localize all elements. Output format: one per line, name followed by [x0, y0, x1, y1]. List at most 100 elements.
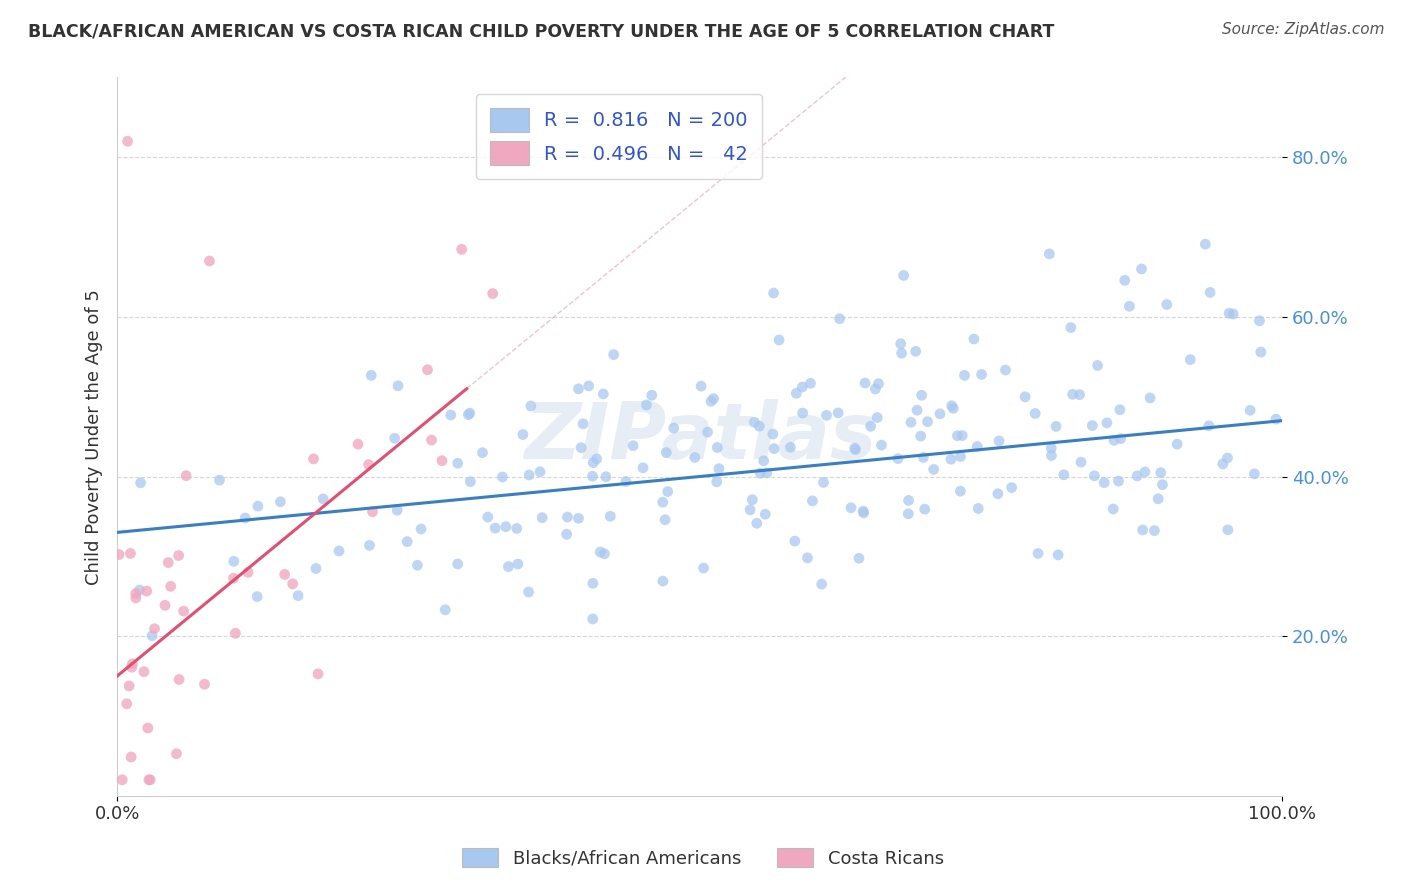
Point	[447, 456, 470, 470]
Point	[941, 399, 963, 413]
Point	[1218, 306, 1240, 320]
Point	[662, 421, 685, 435]
Point	[1130, 262, 1153, 277]
Point	[125, 591, 148, 605]
Point	[839, 500, 862, 515]
Point	[683, 450, 706, 465]
Point	[409, 522, 432, 536]
Point	[1040, 449, 1063, 463]
Point	[914, 502, 936, 516]
Point	[1118, 299, 1140, 313]
Point	[595, 469, 617, 483]
Legend: R =  0.816   N = 200, R =  0.496   N =   42: R = 0.816 N = 200, R = 0.496 N = 42	[477, 95, 762, 178]
Point	[118, 679, 141, 693]
Point	[949, 484, 972, 499]
Point	[281, 577, 304, 591]
Point	[222, 554, 245, 568]
Point	[614, 475, 637, 489]
Point	[852, 506, 875, 520]
Point	[357, 458, 380, 472]
Point	[749, 467, 772, 481]
Point	[1047, 548, 1070, 562]
Point	[302, 451, 325, 466]
Point	[783, 534, 806, 549]
Point	[361, 505, 384, 519]
Point	[988, 434, 1011, 448]
Point	[498, 559, 520, 574]
Point	[706, 441, 728, 455]
Point	[1198, 418, 1220, 433]
Point	[167, 673, 190, 687]
Point	[108, 548, 131, 562]
Point	[1000, 481, 1022, 495]
Point	[827, 406, 849, 420]
Point	[963, 332, 986, 346]
Point	[1060, 320, 1083, 334]
Point	[828, 311, 851, 326]
Point	[1038, 247, 1060, 261]
Point	[893, 268, 915, 283]
Point	[416, 363, 439, 377]
Point	[1199, 285, 1222, 300]
Point	[796, 550, 818, 565]
Point	[1126, 469, 1149, 483]
Point	[233, 511, 256, 525]
Point	[752, 454, 775, 468]
Point	[359, 538, 381, 552]
Point	[741, 492, 763, 507]
Point	[1216, 450, 1239, 465]
Point	[866, 410, 889, 425]
Point	[910, 429, 932, 443]
Point	[307, 666, 329, 681]
Point	[328, 544, 350, 558]
Point	[531, 510, 554, 524]
Point	[557, 510, 579, 524]
Point	[567, 382, 589, 396]
Point	[567, 511, 589, 525]
Point	[312, 491, 335, 506]
Point	[1092, 475, 1115, 490]
Point	[768, 333, 790, 347]
Point	[592, 387, 614, 401]
Point	[1102, 502, 1125, 516]
Point	[887, 451, 910, 466]
Point	[477, 510, 499, 524]
Point	[1216, 523, 1239, 537]
Point	[136, 721, 159, 735]
Point	[1147, 491, 1170, 506]
Point	[1045, 419, 1067, 434]
Point	[1114, 273, 1136, 287]
Point	[198, 254, 221, 268]
Point	[593, 547, 616, 561]
Point	[129, 475, 152, 490]
Point	[946, 428, 969, 442]
Point	[1081, 418, 1104, 433]
Point	[651, 574, 673, 588]
Point	[1014, 390, 1036, 404]
Point	[174, 468, 197, 483]
Point	[585, 451, 607, 466]
Point	[506, 557, 529, 571]
Point	[347, 437, 370, 451]
Point	[517, 467, 540, 482]
Point	[897, 493, 920, 508]
Point	[703, 392, 725, 406]
Point	[447, 557, 470, 571]
Point	[582, 456, 605, 470]
Point	[360, 368, 382, 383]
Point	[569, 441, 592, 455]
Point	[582, 576, 605, 591]
Point	[246, 499, 269, 513]
Point	[966, 440, 988, 454]
Point	[1133, 465, 1156, 479]
Point	[529, 465, 551, 479]
Point	[631, 460, 654, 475]
Point	[1156, 297, 1178, 311]
Point	[1166, 437, 1188, 451]
Point	[859, 419, 882, 434]
Point	[173, 604, 195, 618]
Point	[1087, 359, 1109, 373]
Point	[135, 584, 157, 599]
Point	[799, 376, 821, 391]
Point	[157, 556, 180, 570]
